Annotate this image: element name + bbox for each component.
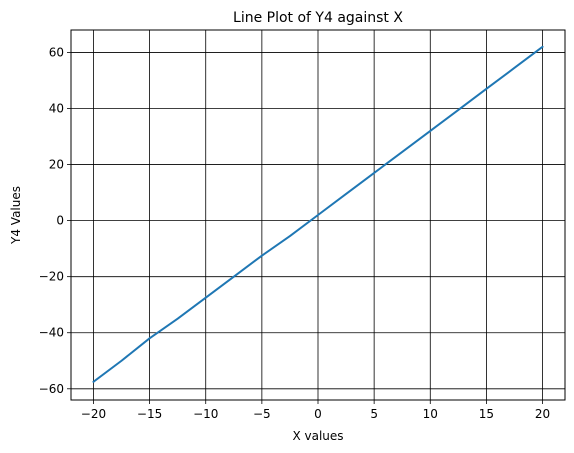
y-tick-label: −60 bbox=[39, 382, 64, 396]
y-axis-ticks: −60 −40 −20 0 20 40 60 bbox=[39, 45, 71, 396]
x-tick-label: 15 bbox=[479, 407, 494, 421]
x-tick-label: −10 bbox=[193, 407, 218, 421]
y-axis-label: Y4 Values bbox=[9, 186, 23, 245]
series-line bbox=[92, 45, 544, 383]
x-tick-label: −20 bbox=[81, 407, 106, 421]
x-tick-label: 20 bbox=[535, 407, 550, 421]
y-tick-label: 40 bbox=[49, 101, 64, 115]
x-tick-label: −5 bbox=[253, 407, 271, 421]
y-tick-label: −40 bbox=[39, 326, 64, 340]
y-tick-label: −20 bbox=[39, 270, 64, 284]
x-tick-label: 0 bbox=[314, 407, 322, 421]
x-axis-ticks: −20 −15 −10 −5 0 5 10 15 20 bbox=[81, 400, 550, 421]
y-tick-label: 0 bbox=[56, 214, 64, 228]
x-tick-label: 10 bbox=[423, 407, 438, 421]
x-tick-label: 5 bbox=[370, 407, 378, 421]
chart-title: Line Plot of Y4 against X bbox=[233, 10, 403, 26]
series-layer bbox=[92, 45, 544, 383]
y-tick-label: 60 bbox=[49, 45, 64, 59]
x-axis-label: X values bbox=[292, 429, 343, 443]
y-tick-label: 20 bbox=[49, 158, 64, 172]
x-tick-label: −15 bbox=[137, 407, 162, 421]
